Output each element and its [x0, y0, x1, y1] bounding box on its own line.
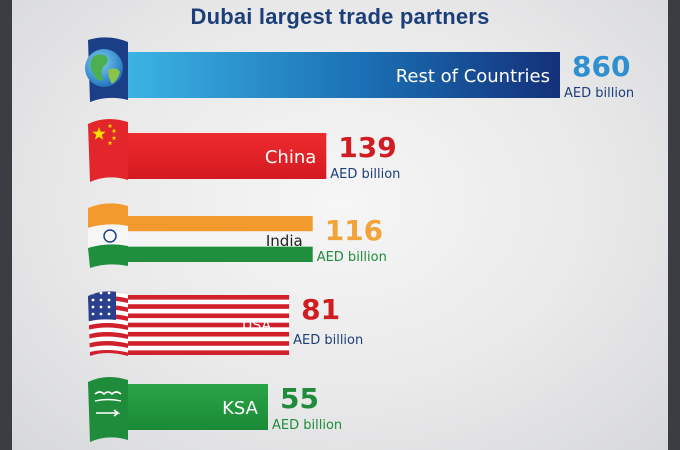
unit-label-usa: AED billion: [293, 333, 363, 348]
bar-india: [128, 216, 313, 262]
unit-label-rest-of-countries: AED billion: [564, 86, 634, 101]
unit-label-china: AED billion: [330, 167, 400, 182]
bar-china: [128, 133, 327, 179]
globe-icon: [85, 37, 128, 102]
value-label-india: 116: [325, 214, 383, 247]
bar-label-ksa: KSA: [222, 398, 259, 419]
value-label-rest-of-countries: 860: [572, 50, 630, 83]
usa-flag-icon: [88, 291, 128, 356]
bar-label-china: China: [265, 147, 316, 168]
bar-label-usa: USA: [242, 318, 271, 334]
bar-ksa: [128, 384, 268, 430]
bar-usa: [128, 295, 290, 355]
bar-rest-of-countries: [128, 52, 560, 98]
bar-label-rest-of-countries: Rest of Countries: [396, 66, 550, 87]
ksa-flag-icon: [88, 376, 128, 442]
china-flag-icon: [88, 118, 128, 182]
value-label-china: 139: [338, 131, 396, 164]
chart-title: Dubai largest trade partners: [190, 4, 490, 29]
india-flag-icon: [88, 203, 128, 268]
value-label-ksa: 55: [280, 382, 319, 415]
unit-label-ksa: AED billion: [272, 418, 342, 433]
unit-label-india: AED billion: [317, 250, 387, 265]
bar-label-india: India: [266, 232, 303, 250]
value-label-usa: 81: [301, 293, 340, 326]
